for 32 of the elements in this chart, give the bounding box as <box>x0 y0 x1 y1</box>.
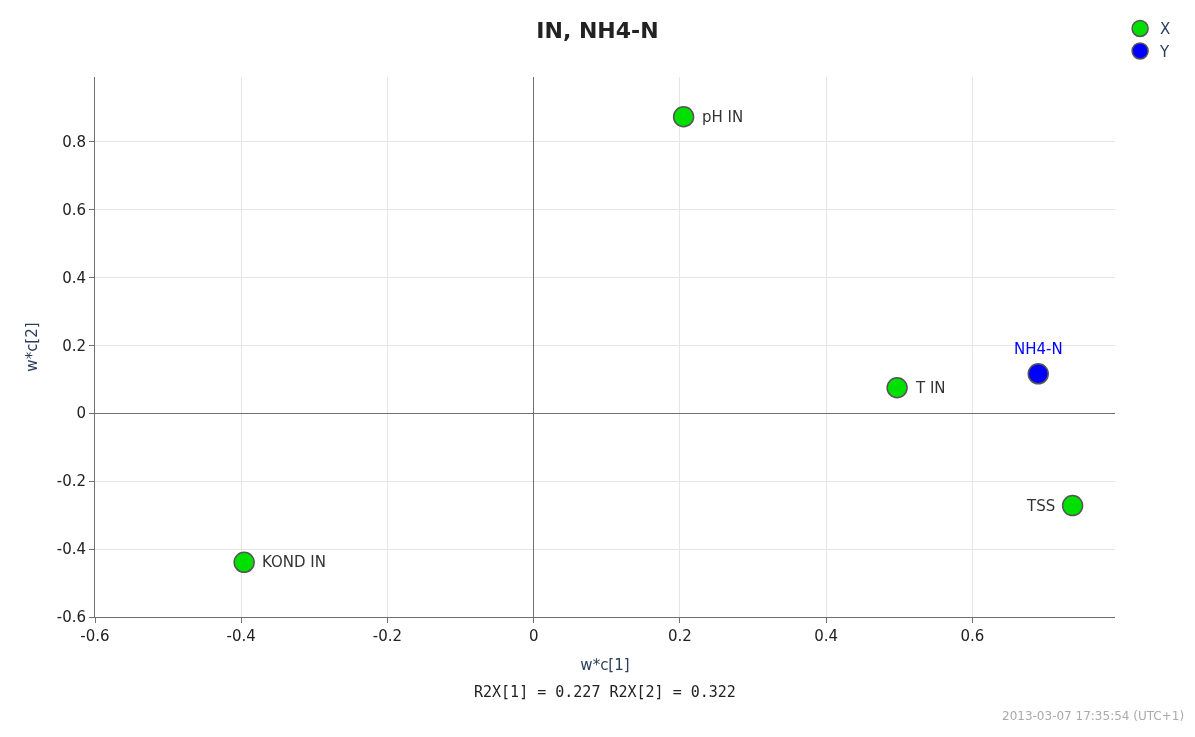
text: 2013-03-07 17:35:54 (UTC+1) <box>1002 709 1185 723</box>
y-tick-label: 0 <box>76 404 86 423</box>
annotation: KOND IN <box>262 553 327 571</box>
x-tick-label: 0 <box>528 627 539 645</box>
annotation: NH4-N <box>1014 340 1063 358</box>
x-tick-label: 0.4 <box>814 627 839 645</box>
y-tick-label: -0.4 <box>56 540 86 559</box>
annotation: T IN <box>915 379 946 397</box>
point <box>233 551 255 574</box>
x-tick-label: 0.6 <box>960 627 985 645</box>
y-tick-label: 0.2 <box>62 336 86 355</box>
x-axis-title: w*c[1] <box>580 656 630 674</box>
annotation: TSS <box>1026 497 1056 515</box>
legend-label: X <box>1160 20 1171 39</box>
point <box>672 105 695 128</box>
y-tick-label: 0.6 <box>62 200 86 219</box>
point <box>1027 363 1049 385</box>
point <box>886 377 908 399</box>
x-tick-label: -0.4 <box>226 627 256 645</box>
x-tick-label: -0.2 <box>372 627 403 645</box>
chart-title: IN, NH4-N <box>536 17 659 43</box>
y-tick-label: -0.2 <box>56 472 86 491</box>
y-tick-label: 0.8 <box>62 132 86 151</box>
x-tick-label: 0.2 <box>668 627 692 645</box>
y-axis-title: w*c[2] <box>22 322 41 372</box>
y-tick-label: -0.6 <box>56 608 86 627</box>
text: R2X[1] = 0.227 R2X[2] = 0.322 <box>474 683 736 701</box>
legend-label: Y <box>1159 42 1171 61</box>
annotation: pH IN <box>702 108 744 126</box>
point <box>1061 494 1084 517</box>
x-tick-label: -0.6 <box>80 627 110 645</box>
y-tick-label: 0.4 <box>62 268 86 287</box>
